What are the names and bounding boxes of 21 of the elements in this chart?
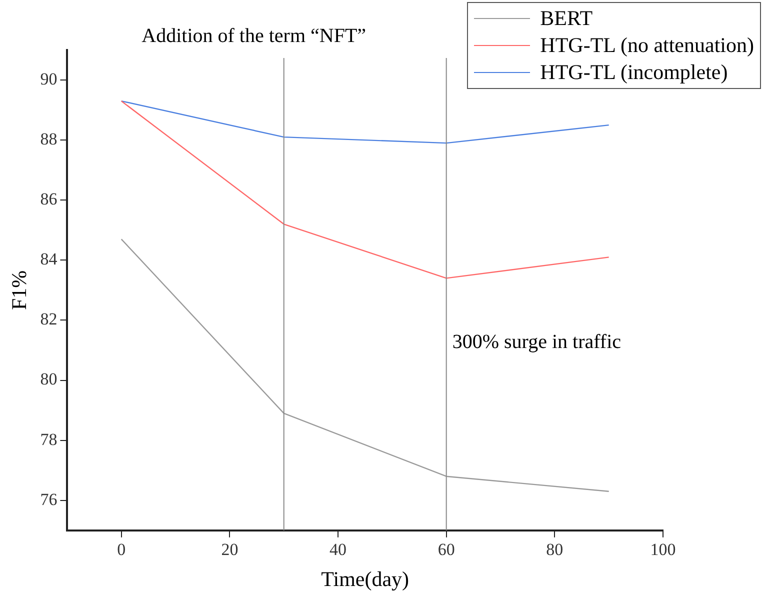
ref-line-label: Addition of the term “NFT”	[142, 25, 366, 47]
ref-line-label: 300% surge in traffic	[452, 330, 622, 353]
y-tick-label: 84	[40, 250, 58, 269]
y-tick-label: 86	[40, 190, 58, 209]
x-tick-label: 60	[438, 540, 455, 560]
x-axis-title: Time(day)	[321, 566, 410, 591]
y-axis-title: F1%	[7, 270, 32, 310]
y-tick-label: 90	[40, 69, 58, 88]
x-tick-label: 80	[546, 540, 564, 560]
y-tick-label: 80	[40, 370, 58, 389]
legend-label: HTG-TL (no attenuation)	[540, 32, 754, 59]
y-tick-label: 78	[40, 430, 58, 449]
x-tick-label: 20	[221, 540, 238, 560]
legend-label: BERT	[540, 5, 593, 32]
x-tick-label: 0	[117, 540, 126, 560]
x-tick-label: 40	[330, 540, 347, 560]
x-tick-label: 100	[650, 540, 676, 560]
legend-label: HTG-TL (incomplete)	[540, 59, 728, 86]
y-tick-label: 88	[40, 130, 58, 149]
y-tick-label: 82	[40, 310, 58, 329]
y-tick-label: 76	[40, 490, 58, 509]
